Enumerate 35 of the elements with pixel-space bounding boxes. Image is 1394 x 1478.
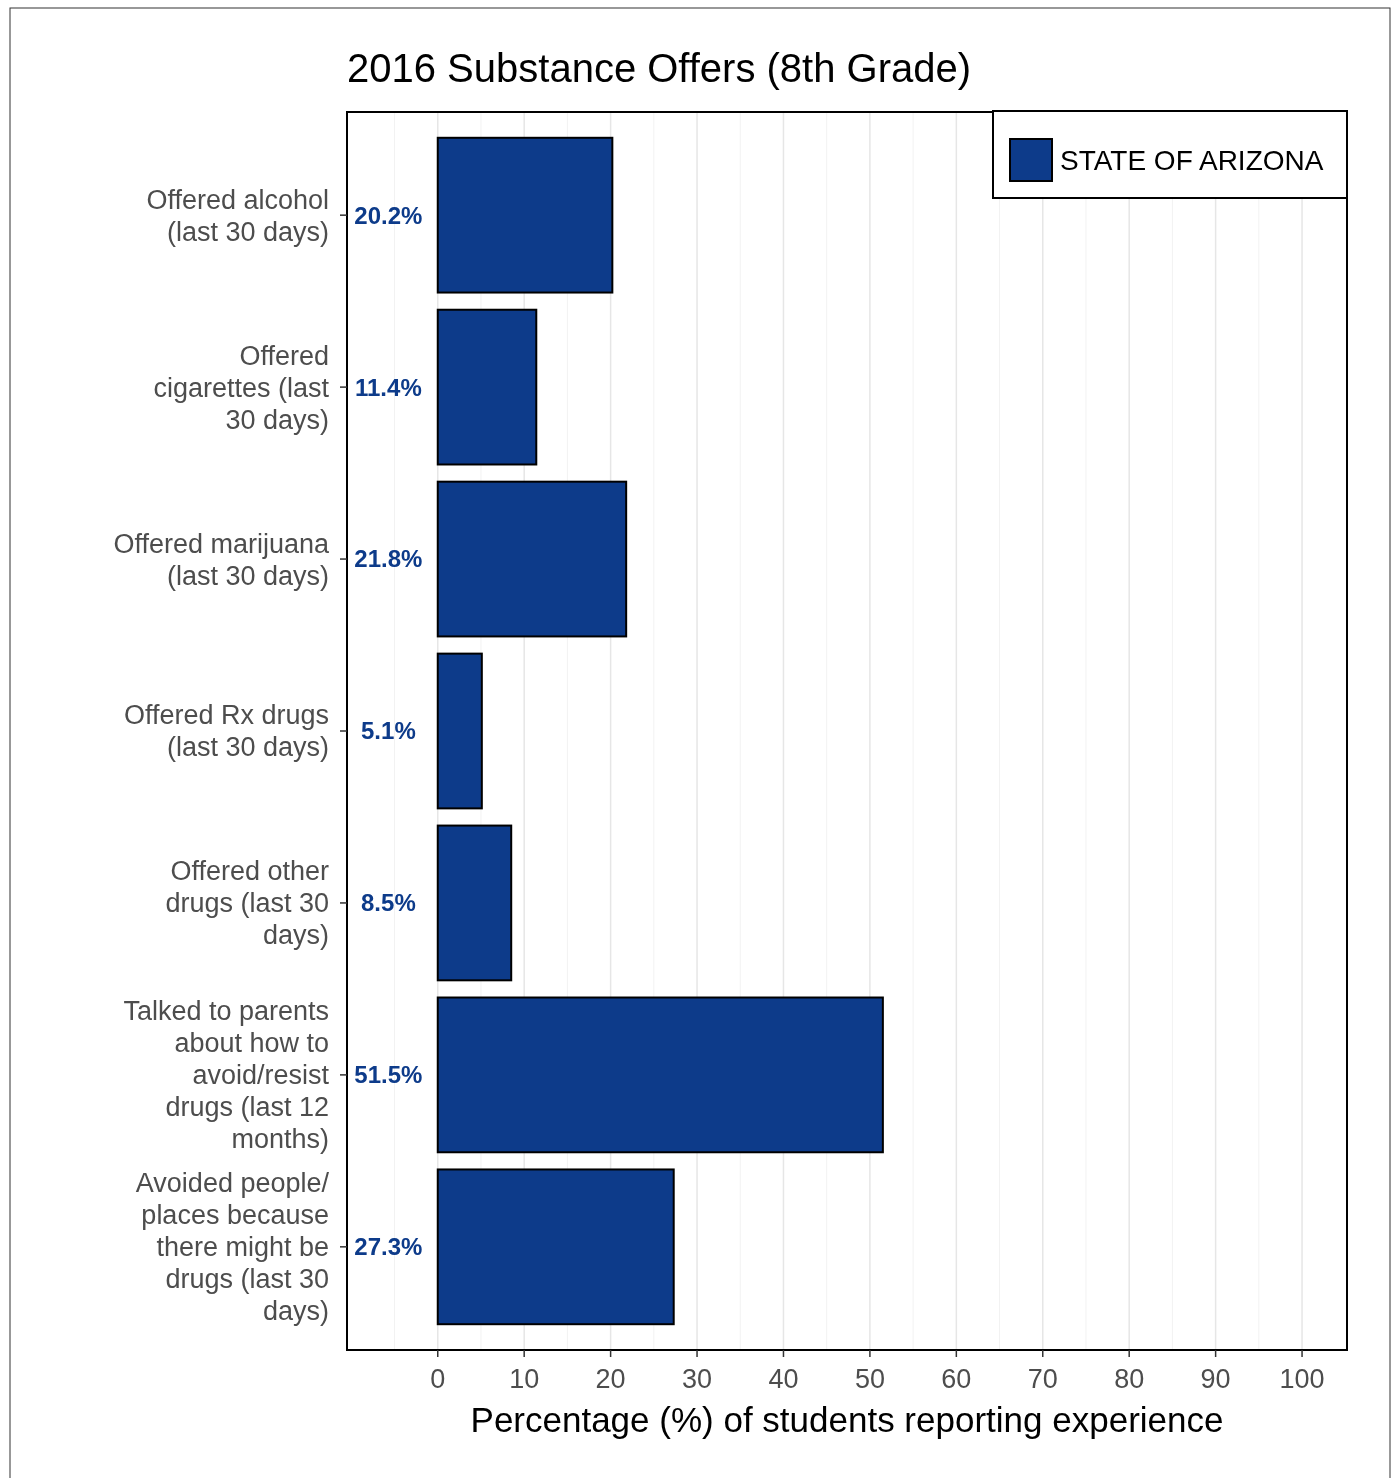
data-label: 8.5% xyxy=(361,889,416,917)
x-tick-label: 30 xyxy=(682,1364,713,1394)
y-tick-label: Offered alcohol (last 30 days) xyxy=(146,184,329,247)
bar xyxy=(436,824,513,982)
y-tick-label: Offered Rx drugs (last 30 days) xyxy=(123,700,329,763)
y-tick-label: Offered cigarettes (last 30 days) xyxy=(153,340,330,435)
data-label: 11.4% xyxy=(355,373,422,401)
x-tick-label: 70 xyxy=(1027,1364,1058,1394)
bar xyxy=(436,136,614,294)
bar xyxy=(436,1168,675,1326)
x-tick-label: 50 xyxy=(854,1364,885,1394)
y-tick-label: Avoided people/ places because there might be drugs (last 30 days) xyxy=(135,1168,330,1327)
data-label: 27.3% xyxy=(354,1233,423,1261)
data-label: 21.8% xyxy=(354,545,423,573)
chart-title: 2016 Substance Offers (8th Grade) xyxy=(347,46,972,90)
x-tick-label: 100 xyxy=(1279,1364,1325,1394)
x-tick-label: 40 xyxy=(768,1364,799,1394)
data-label: 5.1% xyxy=(361,717,416,745)
x-tick-label: 80 xyxy=(1114,1364,1145,1394)
data-label: 20.2% xyxy=(354,201,423,229)
x-axis-title: Percentage (%) of students reporting experience xyxy=(470,1400,1224,1439)
y-tick-label: Offered other drugs (last 30 days) xyxy=(165,856,329,951)
bar xyxy=(436,308,538,466)
bar xyxy=(436,996,884,1154)
legend-label: STATE OF ARIZONA xyxy=(1060,144,1324,176)
bar xyxy=(436,480,628,638)
x-tick-label: 10 xyxy=(509,1364,540,1394)
bar xyxy=(436,652,483,810)
y-tick-label: Offered marijuana (last 30 days) xyxy=(113,528,330,591)
y-tick-label: Talked to parents about how to avoid/resist drugs (last 12 months) xyxy=(123,996,330,1155)
data-label: 51.5% xyxy=(354,1061,423,1089)
x-tick-label: 0 xyxy=(430,1364,446,1394)
x-tick-label: 60 xyxy=(941,1364,972,1394)
x-tick-label: 90 xyxy=(1200,1364,1231,1394)
x-tick-label: 20 xyxy=(595,1364,626,1394)
